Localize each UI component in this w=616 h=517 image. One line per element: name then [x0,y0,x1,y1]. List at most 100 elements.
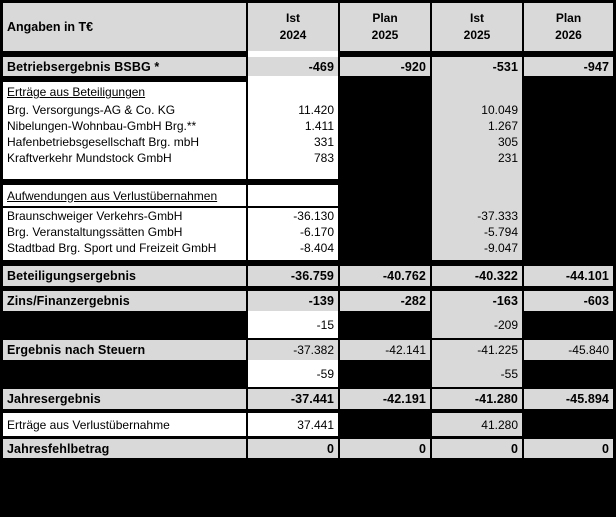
column-header-line2: 2026 [555,28,582,42]
value-cell [524,413,613,436]
table-row: Braunschweiger Verkehrs-GmbH -36.130 -37.3… [3,208,613,224]
value-cell [524,360,613,387]
value-cell: 11.420 [248,102,338,118]
value-cell [340,311,430,338]
value-cell: -6.170 [248,224,338,240]
value-cell: -37.382 [248,340,338,360]
row-label: Erträge aus Beteiligungen [3,82,246,102]
column-header-line2: 2024 [279,28,307,42]
table-row: Beteiligungsergebnis -36.759 -40.762 -40.32… [3,266,613,286]
separator-cell [340,436,430,439]
value-cell: 0 [524,439,613,458]
value-cell [524,240,613,256]
separator-cell [3,256,246,260]
separator-cell [3,338,246,340]
value-cell [340,185,430,206]
table-row: Zins/Finanzergebnis -139 -282 -163 -603 [3,291,613,311]
separator-cell [340,409,430,413]
separator-cell [432,260,522,266]
row-label: Braunschweiger Verkehrs-GmbH [3,208,246,224]
value-cell: -41.225 [432,340,522,360]
separator-cell [432,256,522,260]
separator-cell [340,206,430,208]
separator-cell [3,179,246,185]
value-cell [248,185,338,206]
value-cell: -209 [432,311,522,338]
separator-cell [340,256,430,260]
column-header-ist-2024: Ist 2024 [248,3,338,51]
unit-label: Angaben in T€ [3,3,246,51]
separator-cell [248,436,338,439]
separator-cell [248,166,338,179]
separator-band [3,51,613,57]
value-cell: 0 [248,439,338,458]
separator-band [3,206,613,208]
separator-cell [432,179,522,185]
separator-cell [3,436,246,439]
separator-cell [340,166,430,179]
value-cell: -45.840 [524,340,613,360]
row-label: Jahresergebnis [3,389,246,409]
column-header-line1: Ist [285,11,300,26]
column-header-line2: 2025 [463,28,491,42]
value-cell: 331 [248,134,338,150]
separator-cell [432,338,522,340]
row-label: Erträge aus Verlustübernahme [3,413,246,436]
value-cell [524,208,613,224]
value-cell: -37.333 [432,208,522,224]
separator-cell [524,256,613,260]
value-cell: 783 [248,150,338,166]
row-label: Stadtbad Brg. Sport und Freizeit GmbH [3,240,246,256]
value-cell [340,224,430,240]
separator-cell [248,51,338,57]
separator-band [3,436,613,439]
separator-cell [524,409,613,413]
separator-cell [248,256,338,260]
table-body: Betriebsergebnis BSBG * -469 -920 -531 -947 E… [3,51,613,458]
value-cell: -15 [248,311,338,338]
value-cell [340,134,430,150]
table-row: Stadtbad Brg. Sport und Freizeit GmbH -8.… [3,240,613,256]
column-header-line1: Plan [555,11,582,26]
separator-band [3,338,613,340]
separator-cell [340,387,430,389]
separator-cell [3,260,246,266]
value-cell: 41.280 [432,413,522,436]
value-cell [340,208,430,224]
separator-cell [524,51,613,57]
value-cell: -947 [524,57,613,76]
separator-cell [248,387,338,389]
value-cell: -40.762 [340,266,430,286]
separator-cell [524,387,613,389]
separator-cell [248,409,338,413]
value-cell: 1.267 [432,118,522,134]
value-cell [524,311,613,338]
value-cell: 10.049 [432,102,522,118]
table-row: Betriebsergebnis BSBG * -469 -920 -531 -947 [3,57,613,76]
value-cell: -5.794 [432,224,522,240]
table-row: Nibelungen-Wohnbau-GmbH Brg.** 1.411 1.267 [3,118,613,134]
column-header-line1: Plan [372,11,398,26]
value-cell [524,185,613,206]
row-label: Hafenbetriebsgesellschaft Brg. mbH [3,134,246,150]
table-row: Kraftverkehr Mundstock GmbH 783 231 [3,150,613,166]
separator-cell [248,179,338,185]
row-label: Brg. Veranstaltungssätten GmbH [3,224,246,240]
separator-cell [3,166,246,179]
separator-cell [432,436,522,439]
value-cell: -37.441 [248,389,338,409]
value-cell: -139 [248,291,338,311]
row-label [3,311,246,338]
value-cell: -40.322 [432,266,522,286]
separator-cell [432,409,522,413]
separator-band [3,179,613,185]
value-cell [340,82,430,102]
table-row: Erträge aus Verlustübernahme 37.441 41.280 [3,413,613,436]
value-cell: 1.411 [248,118,338,134]
value-cell: 0 [432,439,522,458]
separator-band [3,256,613,260]
table-row: -15 -209 [3,311,613,338]
table-row: -59 -55 [3,360,613,387]
value-cell [524,134,613,150]
separator-cell [432,166,522,179]
